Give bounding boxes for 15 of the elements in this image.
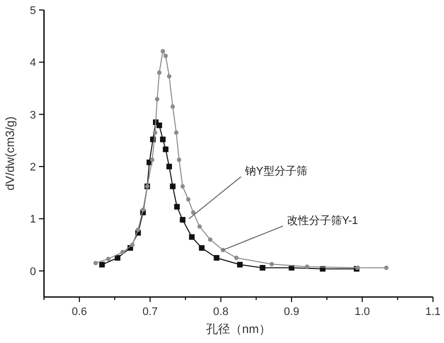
y-tick-label: 0	[30, 266, 36, 278]
x-tick-label: 1.0	[354, 306, 370, 318]
y-tick-label: 1	[30, 214, 36, 226]
x-tick-label: 0.8	[213, 306, 228, 318]
x-tick-label: 0.7	[142, 306, 158, 318]
x-tick-label: 0.9	[284, 306, 300, 318]
y-tick-label: 2	[30, 162, 36, 174]
x-axis-title: 孔径（nm）	[206, 322, 271, 336]
y-axis-title: dV/dw(cm3/g)	[3, 116, 17, 191]
y-tick-label: 4	[30, 57, 36, 70]
x-tick-label: 1.1	[425, 306, 441, 318]
y-tick-label: 3	[30, 109, 36, 122]
x-tick-label: 0.6	[72, 306, 88, 318]
y-tick-label: 5	[30, 5, 36, 17]
annotation: 钠Y型分子筛	[244, 166, 308, 178]
